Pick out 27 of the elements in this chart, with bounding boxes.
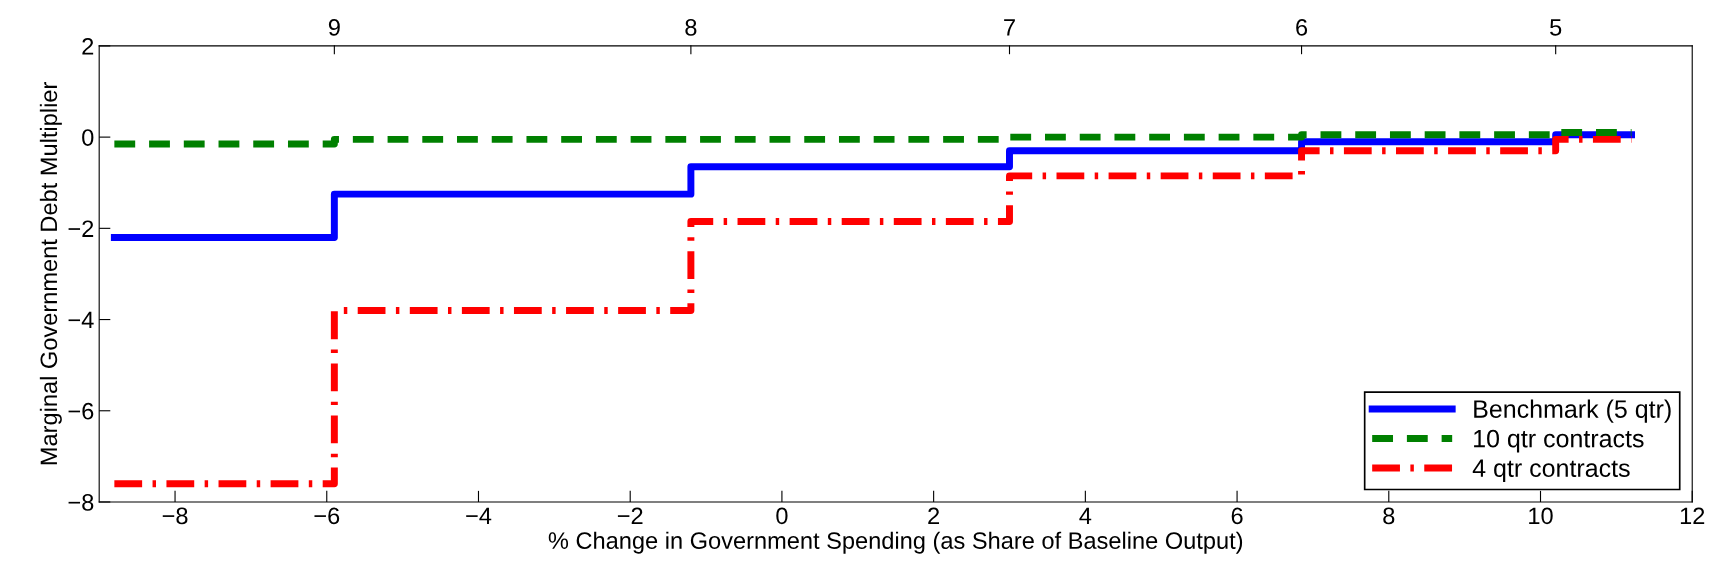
y-tick-label: −8 [68,494,94,511]
legend-label: Benchmark (5 qtr) [1474,399,1671,423]
x-axis-title: % Change in Government Spending (as Share of Baseline Output) [548,531,1243,554]
x-tick-label: 8 [1383,507,1395,525]
annotation: 5 [1550,19,1562,36]
x-tick-label: 4 [1079,507,1092,524]
x-tick-label: 10 [1529,507,1553,525]
x-tick-label: 0 [776,507,788,525]
y-tick-label: −6 [68,402,94,420]
annotation: 8 [685,19,697,36]
annotation: 6 [1296,19,1308,36]
y-tick-label: −2 [68,220,94,237]
annotation: 7 [1004,19,1015,36]
y-tick-label: −4 [68,311,94,329]
y-tick-label: 0 [82,129,94,146]
y-axis-title: Marginal Government Debt Multiplier [39,82,62,465]
x-tick-label: 2 [928,507,940,524]
x-tick-label: −6 [314,507,340,525]
y-tick-label: 2 [82,37,94,55]
annotation: 9 [328,19,340,36]
x-tick-label: −2 [617,507,643,524]
x-tick-label: −8 [162,507,188,525]
x-tick-label: −4 [466,507,492,524]
legend-label: 10 qtr contracts [1474,429,1644,453]
x-tick-label: 6 [1231,507,1243,525]
legend-label: 4 qtr contracts [1472,459,1630,482]
x-tick-label: 12 [1680,507,1705,524]
